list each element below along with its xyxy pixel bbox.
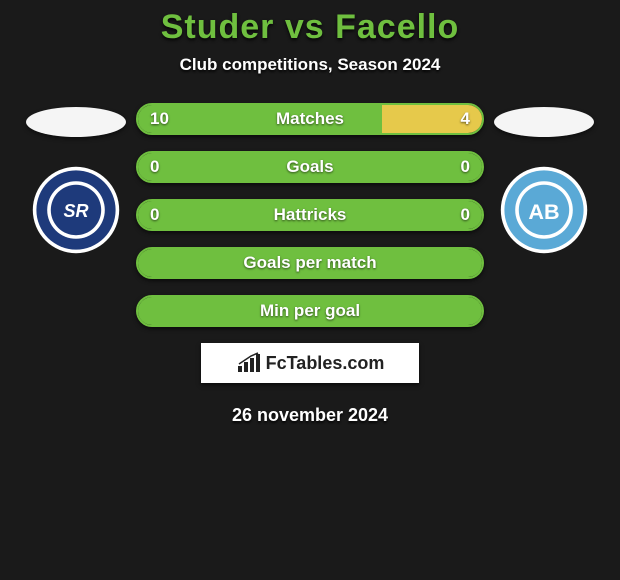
stat-label: Min per goal — [260, 301, 360, 321]
svg-text:AB: AB — [528, 199, 559, 224]
stat-left-value: 10 — [150, 109, 169, 129]
stat-label: Goals per match — [243, 253, 376, 273]
stat-right-value: 0 — [461, 157, 470, 177]
stat-left-value: 0 — [150, 157, 159, 177]
right-side: AB — [484, 103, 604, 255]
stat-right-value: 4 — [461, 109, 470, 129]
subtitle: Club competitions, Season 2024 — [0, 55, 620, 75]
main-row: SR 10 Matches 4 0 Goals 0 0 Hattricks 0 Goals per… — [0, 103, 620, 327]
pill-fill-left — [138, 105, 382, 133]
stats-card: Studer vs Facello Club competitions, Sea… — [0, 0, 620, 426]
stat-right-value: 0 — [461, 205, 470, 225]
left-ellipse — [26, 107, 126, 137]
stat-label: Hattricks — [274, 205, 347, 225]
stat-label: Matches — [276, 109, 344, 129]
chart-icon — [236, 352, 262, 374]
date-label: 26 november 2024 — [0, 405, 620, 426]
stat-pill: 0 Goals 0 — [136, 151, 484, 183]
stats-column: 10 Matches 4 0 Goals 0 0 Hattricks 0 Goals per ma… — [136, 103, 484, 327]
logo-text: FcTables.com — [266, 353, 385, 374]
fctables-logo: FcTables.com — [201, 343, 419, 383]
stat-pill: Min per goal — [136, 295, 484, 327]
stat-left-value: 0 — [150, 205, 159, 225]
right-team-badge: AB — [499, 165, 589, 255]
page-title: Studer vs Facello — [0, 8, 620, 47]
left-side: SR — [16, 103, 136, 255]
stat-pill: 10 Matches 4 — [136, 103, 484, 135]
right-ellipse — [494, 107, 594, 137]
left-team-badge: SR — [31, 165, 121, 255]
stat-pill: Goals per match — [136, 247, 484, 279]
svg-text:SR: SR — [63, 201, 88, 221]
stat-pill: 0 Hattricks 0 — [136, 199, 484, 231]
stat-label: Goals — [286, 157, 333, 177]
